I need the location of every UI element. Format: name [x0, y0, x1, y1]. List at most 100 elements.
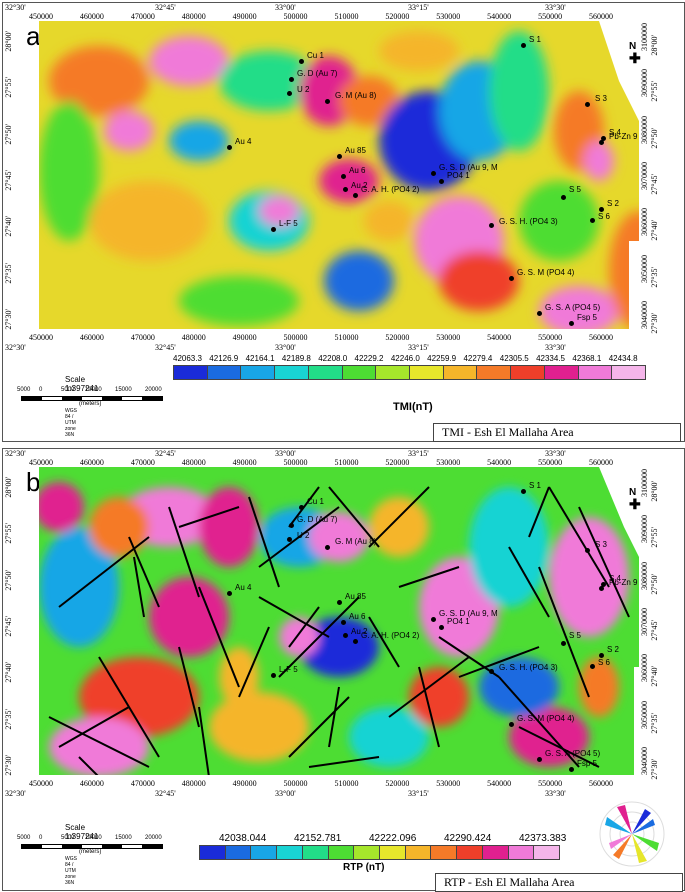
- north-arrow-icon: ✚: [629, 50, 641, 66]
- left-latitude-label: 27°35': [4, 708, 13, 730]
- site-marker: [561, 641, 566, 646]
- legend-swatch: [341, 365, 377, 380]
- site-marker: [289, 77, 294, 82]
- site-marker: [599, 586, 604, 591]
- scale-tick: 0: [39, 387, 43, 393]
- site-marker: [537, 311, 542, 316]
- top-easting-label: 550000: [538, 458, 563, 467]
- site-marker: [590, 664, 595, 669]
- site-label: L-F 5: [279, 219, 298, 228]
- site-label: G. D (Au 7): [297, 515, 338, 524]
- top-easting-label: 510000: [334, 12, 359, 21]
- site-label: U 2: [297, 531, 310, 540]
- right-northing-label: 3080000: [640, 115, 649, 144]
- site-marker: [337, 600, 342, 605]
- site-label: S 4: [609, 574, 622, 583]
- legend-swatch: [533, 845, 560, 860]
- legend-tick-label: 42208.0: [318, 354, 348, 363]
- site-marker: [289, 523, 294, 528]
- site-label: PO4 1: [447, 617, 470, 626]
- site-label: Au 4: [235, 137, 252, 146]
- site-label: Au 4: [235, 583, 252, 592]
- legend-swatch: [409, 365, 444, 380]
- top-easting-label: 550000: [538, 12, 563, 21]
- top-longitude-label: 33°15': [408, 449, 429, 458]
- site-label: G. S. A (PO4 5): [545, 303, 601, 312]
- top-easting-label: 560000: [589, 12, 613, 21]
- right-northing-label: 3100000: [640, 469, 649, 497]
- top-easting-label: 520000: [385, 12, 410, 21]
- site-marker: [353, 193, 358, 198]
- right-latitude-label: 27°50': [650, 573, 659, 595]
- legend-tick-label: 42279.4: [463, 354, 493, 363]
- left-latitude-label: 27°50': [4, 569, 13, 591]
- scale-tick: 5000: [17, 387, 31, 393]
- legend-tick-label: 42126.9: [209, 354, 239, 363]
- right-northing-label: 3050000: [640, 700, 649, 729]
- site-label: G. A. H. (PO4 2): [361, 631, 420, 640]
- legend-swatch: [240, 365, 276, 380]
- right-northing-label: 3060000: [640, 208, 649, 237]
- site-label: U 2: [297, 85, 310, 94]
- scale-ticks: 5000 0 5000 10000 15000 20000: [17, 835, 167, 845]
- right-latitude-label: 28°00': [650, 481, 659, 502]
- site-marker: [590, 218, 595, 223]
- bottom-easting-label: 470000: [130, 333, 155, 342]
- site-marker: [489, 223, 494, 228]
- top-easting-label: 500000: [283, 458, 308, 467]
- site-label: Au 85: [345, 146, 366, 155]
- legend-swatch: [276, 845, 303, 860]
- left-latitude-label: 27°55': [4, 77, 13, 98]
- legend-tick-label: 42246.0: [390, 354, 420, 363]
- top-easting-label: 500000: [283, 12, 308, 21]
- site-marker: [599, 207, 604, 212]
- site-marker: [325, 99, 330, 104]
- right-latitude-label: 27°40': [650, 220, 659, 241]
- left-latitude-label: 27°30': [4, 755, 13, 776]
- right-latitude-label: 27°30': [650, 313, 659, 334]
- legend-swatch: [476, 365, 512, 380]
- legend-swatch: [577, 365, 613, 380]
- site-marker: [353, 639, 358, 644]
- legend-swatch: [404, 845, 432, 860]
- right-latitude-label: 27°40': [650, 666, 659, 687]
- legend-tick-label: 42063.3: [173, 354, 202, 363]
- panel-caption: RTP - Esh El Mallaha Area: [435, 873, 683, 892]
- top-longitude-label: 33°15': [408, 3, 429, 12]
- top-longitude-label: 33°30': [545, 449, 566, 458]
- bottom-easting-label: 550000: [538, 779, 563, 788]
- north-arrow: N ✚: [629, 487, 641, 511]
- left-latitude-label: 27°55': [4, 523, 13, 544]
- top-longitude-label: 33°30': [545, 3, 566, 12]
- right-northing-label: 3050000: [640, 254, 649, 283]
- panel-letter: b: [26, 467, 41, 497]
- site-label: G. S. M (PO4 4): [517, 714, 575, 723]
- bottom-easting-label: 450000: [29, 779, 53, 788]
- site-label: G. A. H. (PO4 2): [361, 185, 420, 194]
- right-latitude-label: 27°45': [650, 174, 659, 195]
- left-latitude-label: 27°35': [4, 262, 13, 284]
- scale-tick: 5000: [61, 387, 75, 393]
- legend-swatch: [543, 365, 579, 380]
- legend-title: TMI(nT): [393, 401, 433, 413]
- bottom-easting-label: 520000: [385, 779, 410, 788]
- site-marker: [439, 625, 444, 630]
- site-marker: [341, 620, 346, 625]
- site-label: Pb-Zn 9: [609, 578, 638, 587]
- right-latitude-label: 27°50': [650, 127, 659, 149]
- legend-tick-label: 42038.044: [219, 833, 267, 844]
- left-latitude-label: 27°45': [4, 170, 13, 191]
- site-label: S 2: [607, 199, 620, 208]
- scale-bar-graphic: [21, 396, 163, 401]
- scale-projection: WGS 84 / UTM zone 36N: [65, 856, 77, 886]
- rtp-color-legend: 42038.044 42152.781 42222.096 42290.424 4237…: [199, 833, 566, 875]
- legend-swatch: [173, 365, 208, 380]
- right-northing-label: 3090000: [640, 69, 649, 98]
- site-label: G. S. A (PO4 5): [545, 749, 601, 758]
- bottom-easting-label: 520000: [385, 333, 410, 342]
- panel-caption: TMI - Esh El Mallaha Area: [433, 423, 681, 442]
- legend-tick-label: 42290.424: [444, 833, 492, 844]
- right-latitude-label: 27°55': [650, 527, 659, 548]
- site-label: PO4 1: [447, 171, 470, 180]
- legend-tick-label: 42368.1: [572, 354, 602, 363]
